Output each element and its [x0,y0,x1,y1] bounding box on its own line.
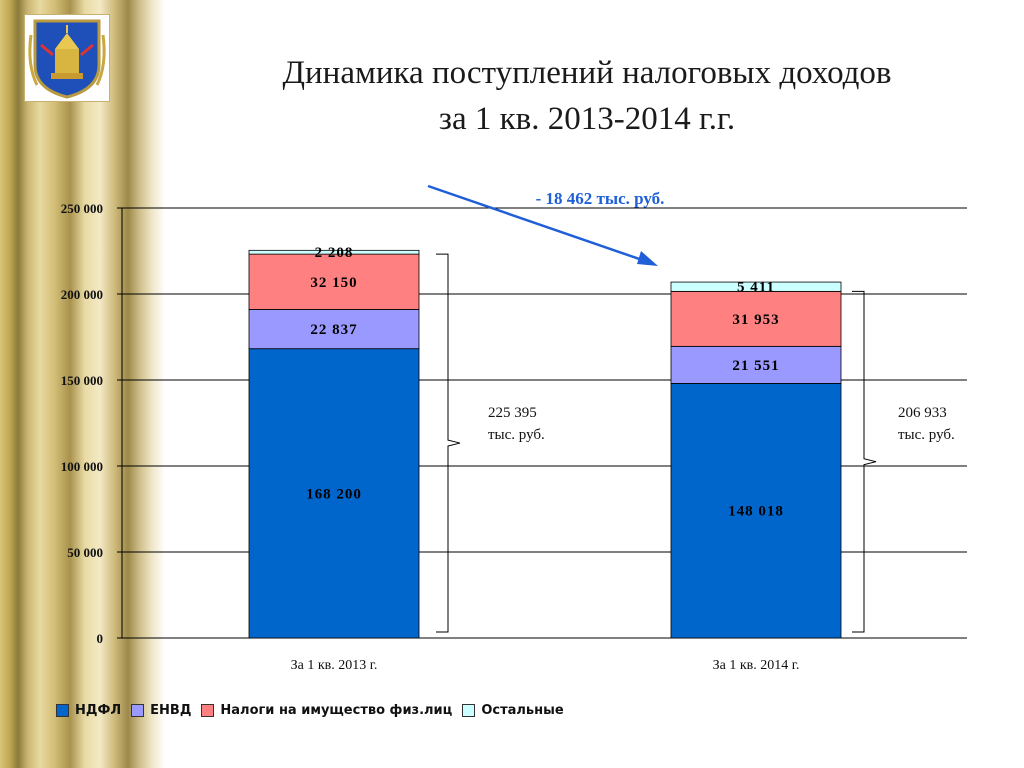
legend-item-other: Остальные [462,703,564,718]
y-tick-label: 150 000 [61,373,103,388]
legend-item-property: Налоги на имущество физ.лиц [201,703,452,718]
total-2014-unit: тыс. руб. [898,427,955,443]
x-tick-label: За 1 кв. 2013 г. [291,658,378,673]
data-label: 148 018 [728,504,784,520]
y-tick-label: 100 000 [61,459,103,474]
legend-label-other: Остальные [481,703,564,718]
data-label: 21 551 [732,358,779,374]
legend-swatch-envd [131,704,145,717]
bar-segment [670,345,842,384]
total-bracket [436,253,461,633]
bar-segment [248,348,420,639]
difference-label: - 18 462 тыс. руб. [535,189,665,208]
legend-swatch-property [201,704,215,717]
data-label: 2 208 [315,245,354,261]
legend-item-ndfl: НДФЛ [56,703,121,718]
bar-segment [248,309,420,350]
legend-item-envd: ЕНВД [131,703,191,718]
data-label: 32 150 [310,275,357,291]
legend-label-ndfl: НДФЛ [75,703,122,718]
y-tick-label: 0 [97,631,104,646]
chart-bars [248,249,842,639]
bar-segment [248,249,420,255]
total-2013: 225 395 тыс. руб. [488,402,545,446]
data-label: 22 837 [310,322,357,338]
legend-swatch-ndfl [56,704,69,717]
x-tick-label: За 1 кв. 2014 г. [713,658,800,673]
bar-segment [248,253,420,310]
y-axis-ticks: 0 50 000 100 000 150 000 200 000 250 000 [61,201,103,646]
bar-segment [670,290,842,347]
slide-title: Динамика поступлений налоговых доходов з… [170,50,1004,142]
total-brackets [436,253,877,633]
data-label: 168 200 [306,486,362,502]
decorative-left-strip [0,0,165,768]
legend-label-envd: ЕНВД [150,703,192,718]
total-2014-value: 206 933 [898,405,947,421]
y-tick-label: 50 000 [67,545,103,560]
total-2014: 206 933 тыс. руб. [898,402,955,446]
total-2013-value: 225 395 [488,405,537,421]
arrow-head [637,251,658,266]
decrease-arrow [427,184,658,266]
title-line-2: за 1 кв. 2013-2014 г.г. [438,101,736,137]
data-label: 5 411 [737,280,775,296]
bar-segment [670,281,842,292]
total-bracket [852,290,877,633]
total-2013-unit: тыс. руб. [488,427,545,443]
data-label: 31 953 [732,312,779,328]
x-axis-labels: За 1 кв. 2013 г. За 1 кв. 2014 г. [291,658,800,673]
legend-swatch-other [462,704,476,717]
y-tick-label: 200 000 [61,287,103,302]
chart-legend: НДФЛ ЕНВД Налоги на имущество физ.лиц Ос… [56,703,574,718]
chart-data-labels: 168 200 22 837 32 150 2 208 148 018 21 551 31 … [306,245,784,520]
legend-label-property: Налоги на имущество физ.лиц [220,703,453,718]
y-tick-label: 250 000 [61,201,103,216]
title-line-1: Динамика поступлений налоговых доходов [282,55,892,91]
coat-of-arms-emblem [24,14,110,102]
bar-segment [670,383,842,639]
arrow-line [427,184,649,264]
